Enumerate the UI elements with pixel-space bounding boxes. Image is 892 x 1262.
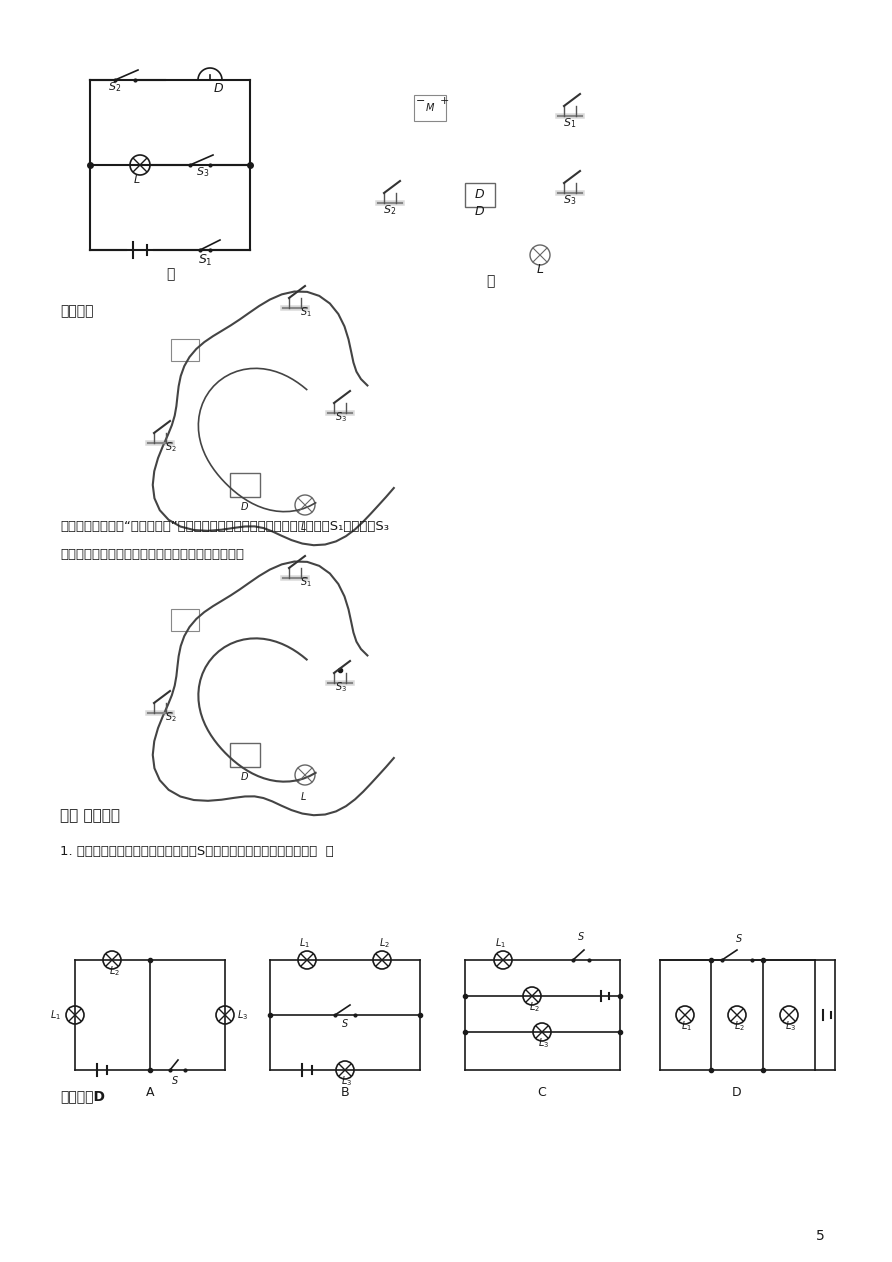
Text: $L_3$: $L_3$ <box>539 1036 549 1050</box>
Text: +: + <box>440 96 450 106</box>
Text: $L$: $L$ <box>536 262 544 276</box>
Bar <box>465 183 495 207</box>
Text: 串联，然后再找到分、汇流点补全支路，如图所示：: 串联，然后再找到分、汇流点补全支路，如图所示： <box>60 548 244 562</box>
Text: 1. 在下图所示的四个电路图中，开关S闭合后，三个灯泡是并联的是（  ）: 1. 在下图所示的四个电路图中，开关S闭合后，三个灯泡是并联的是（ ） <box>60 846 334 858</box>
Bar <box>230 473 260 497</box>
Text: $L_2$: $L_2$ <box>109 964 120 978</box>
Text: $S_2$: $S_2$ <box>109 80 121 93</box>
Text: $L$: $L$ <box>133 173 141 186</box>
Text: $L_3$: $L_3$ <box>237 1008 248 1022</box>
Text: $S_1$: $S_1$ <box>300 575 312 589</box>
Text: $L_2$: $L_2$ <box>733 1018 745 1032</box>
Text: $S_1$: $S_1$ <box>198 252 212 268</box>
Text: 【答案】D: 【答案】D <box>60 1089 105 1103</box>
Text: $L$: $L$ <box>300 790 307 801</box>
Text: $D$: $D$ <box>475 188 485 202</box>
Text: M: M <box>425 103 434 114</box>
Text: $S_3$: $S_3$ <box>335 680 347 694</box>
Text: B: B <box>341 1087 350 1099</box>
Text: $D$: $D$ <box>240 770 249 782</box>
Text: C: C <box>538 1087 547 1099</box>
Text: $D$: $D$ <box>475 204 485 218</box>
Text: $L_1$: $L_1$ <box>50 1008 61 1022</box>
Text: $S_1$: $S_1$ <box>300 305 312 319</box>
Text: 甲: 甲 <box>166 268 174 281</box>
Text: $S_1$: $S_1$ <box>564 116 576 130</box>
Text: $D$: $D$ <box>213 82 224 95</box>
Text: 【解析】可以利用“先通后补法”画出电路元件最多的一条通路，即：电源、S₁、灯泡、S₃: 【解析】可以利用“先通后补法”画出电路元件最多的一条通路，即：电源、S₁、灯泡、… <box>60 520 389 533</box>
Text: $L_1$: $L_1$ <box>681 1018 692 1032</box>
Text: $S_3$: $S_3$ <box>335 410 347 424</box>
Text: $L_1$: $L_1$ <box>495 936 507 950</box>
Text: $S$: $S$ <box>735 933 743 944</box>
Text: 5: 5 <box>815 1229 824 1243</box>
Text: $S_2$: $S_2$ <box>165 440 177 454</box>
Bar <box>171 339 199 361</box>
Text: 乙: 乙 <box>486 274 494 288</box>
Text: A: A <box>145 1087 154 1099</box>
Text: $S$: $S$ <box>171 1074 179 1087</box>
Text: $L_2$: $L_2$ <box>529 1000 540 1013</box>
Text: 二． 提升训练: 二． 提升训练 <box>60 808 120 823</box>
Text: $L$: $L$ <box>300 520 307 533</box>
Text: $D$: $D$ <box>240 500 249 512</box>
Text: $S_2$: $S_2$ <box>384 203 397 217</box>
Text: $S_3$: $S_3$ <box>564 193 576 207</box>
Text: $S$: $S$ <box>577 930 585 941</box>
Text: $S_3$: $S_3$ <box>196 165 210 179</box>
Text: $L_1$: $L_1$ <box>300 936 310 950</box>
Text: $L_3$: $L_3$ <box>342 1074 352 1088</box>
Text: $L_3$: $L_3$ <box>785 1018 797 1032</box>
Bar <box>414 95 446 121</box>
Text: 【答案】: 【答案】 <box>60 304 94 318</box>
Text: D: D <box>732 1087 742 1099</box>
Text: $S$: $S$ <box>341 1017 349 1029</box>
Text: $S_2$: $S_2$ <box>165 711 177 724</box>
Text: $L_2$: $L_2$ <box>378 936 390 950</box>
Text: −: − <box>416 96 425 106</box>
Bar <box>230 743 260 767</box>
Bar <box>171 610 199 631</box>
